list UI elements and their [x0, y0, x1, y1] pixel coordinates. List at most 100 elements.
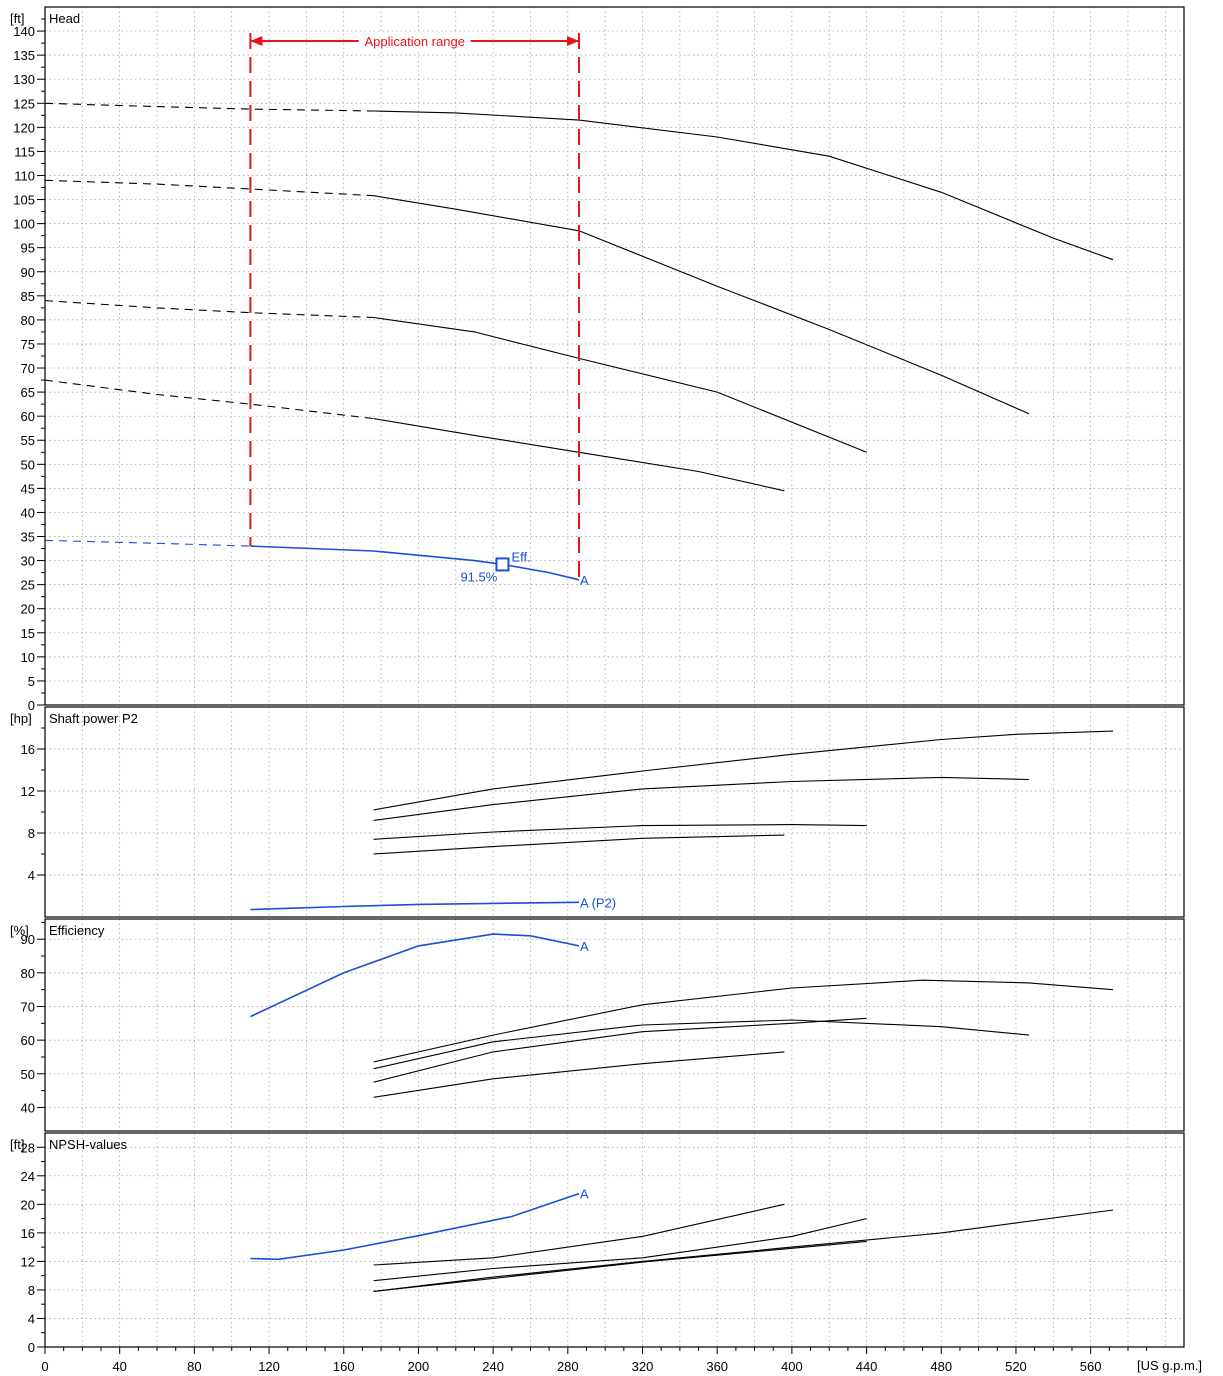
y-tick-label: 40: [21, 505, 35, 520]
y-tick-label: 10: [21, 650, 35, 665]
x-tick-label: 240: [482, 1359, 504, 1374]
y-tick-label: 4: [28, 868, 35, 883]
series-label: A (P2): [580, 895, 616, 910]
panel-title: Head: [49, 11, 80, 26]
y-tick-label: 70: [21, 999, 35, 1014]
y-tick-label: 95: [21, 241, 35, 256]
y-tick-label: 80: [21, 966, 35, 981]
y-tick-label: 20: [21, 602, 35, 617]
x-tick-label: 480: [930, 1359, 952, 1374]
y-axis-unit: [%]: [10, 923, 29, 938]
y-tick-label: 50: [21, 457, 35, 472]
series-line: [373, 1019, 1030, 1070]
x-tick-label: 40: [112, 1359, 126, 1374]
y-tick-label: 55: [21, 433, 35, 448]
series-line-extension: [44, 300, 374, 319]
y-tick-label: 20: [21, 1197, 35, 1212]
y-tick-label: 12: [21, 1254, 35, 1269]
efficiency-marker-value: 91.5%: [460, 569, 497, 584]
x-tick-label: 320: [632, 1359, 654, 1374]
series-line: [373, 1017, 867, 1083]
x-tick-label: 280: [557, 1359, 579, 1374]
series-line-npsh-a: [250, 1192, 580, 1261]
y-tick-label: 120: [13, 120, 35, 135]
panel-head: 0 5 10 15 20 25 30 35 40 45 50 55 60 65 70 75 80 85 90 95 10…: [10, 6, 1185, 713]
y-tick-label: 60: [21, 1033, 35, 1048]
series-line: [373, 824, 867, 840]
arrow-head-right: [567, 36, 580, 46]
x-tick-label: 80: [187, 1359, 201, 1374]
x-tick-label: 400: [781, 1359, 803, 1374]
y-axis-unit: [hp]: [10, 711, 32, 726]
series-line-power-a: [250, 901, 580, 911]
series-line: [373, 1209, 1114, 1292]
y-tick-label: 105: [13, 193, 35, 208]
x-tick-label: 200: [408, 1359, 430, 1374]
series-line: [373, 1218, 867, 1282]
efficiency-marker-label: Eff.: [511, 549, 530, 564]
x-tick-label: 360: [706, 1359, 728, 1374]
y-tick-label: 5: [28, 674, 35, 689]
x-tick-label: 160: [333, 1359, 355, 1374]
series-line: [373, 316, 867, 453]
y-tick-label: 12: [21, 784, 35, 799]
application-range-label: Application range: [364, 34, 464, 49]
y-tick-label: 4: [28, 1311, 35, 1326]
series-line: [373, 1203, 785, 1266]
y-tick-label: 45: [21, 481, 35, 496]
y-tick-label: 60: [21, 409, 35, 424]
y-tick-label: 90: [21, 265, 35, 280]
x-tick-label: 520: [1005, 1359, 1027, 1374]
series-label: A: [580, 939, 589, 954]
series-line: [373, 1240, 867, 1292]
series-line: [373, 979, 1114, 1063]
series-label: A: [580, 1187, 589, 1202]
series-line: [373, 110, 1114, 261]
y-axis-unit: [ft]: [10, 1137, 24, 1152]
y-tick-label: 8: [28, 1283, 35, 1298]
series-line-extension: [44, 102, 374, 112]
y-tick-label: 140: [13, 24, 35, 39]
y-tick-label: 28: [21, 1140, 35, 1155]
y-axis-unit: [ft]: [10, 11, 24, 26]
series-label: A: [580, 573, 589, 588]
arrow-head-left: [250, 36, 263, 46]
y-tick-label: 65: [21, 385, 35, 400]
y-tick-label: 80: [21, 313, 35, 328]
series-line-efficiency-a: [250, 933, 580, 1018]
panel-frame: [44, 1132, 1185, 1348]
series-line: [373, 1051, 785, 1098]
y-tick-label: 0: [28, 698, 35, 713]
y-tick-label: 70: [21, 361, 35, 376]
x-tick-label: 440: [856, 1359, 878, 1374]
y-tick-label: 130: [13, 72, 35, 87]
y-tick-label: 110: [14, 168, 35, 183]
y-tick-label: 125: [13, 96, 35, 111]
application-range-label-bg: [358, 33, 471, 49]
y-tick-label: 85: [21, 289, 35, 304]
x-tick-label: 0: [41, 1359, 48, 1374]
y-tick-label: 115: [14, 144, 35, 159]
y-tick-label: 135: [13, 48, 35, 63]
panel-frame: [44, 918, 1185, 1132]
y-tick-label: 30: [21, 554, 35, 569]
series-line-extension: [44, 539, 251, 547]
series-line-extension: [44, 379, 374, 420]
panel-npsh: 0 4 8 12 16 20 24 28[ft] NPSH-values A: [10, 1132, 1185, 1355]
y-tick-label: 25: [21, 578, 35, 593]
y-tick-label: 15: [21, 626, 35, 641]
series-line: [373, 730, 1114, 811]
y-tick-label: 0: [28, 1340, 35, 1355]
y-tick-label: 16: [21, 1226, 35, 1241]
y-tick-label: 24: [21, 1169, 35, 1184]
y-tick-label: 75: [21, 337, 35, 352]
panel-title: Efficiency: [49, 923, 105, 938]
panel-title: NPSH-values: [49, 1137, 128, 1152]
panel-frame: [44, 6, 1185, 706]
y-tick-label: 35: [21, 530, 35, 545]
y-tick-label: 40: [21, 1100, 35, 1115]
series-line: [373, 195, 1030, 415]
series-line-head-a: [250, 545, 580, 581]
panel-title: Shaft power P2: [49, 711, 138, 726]
